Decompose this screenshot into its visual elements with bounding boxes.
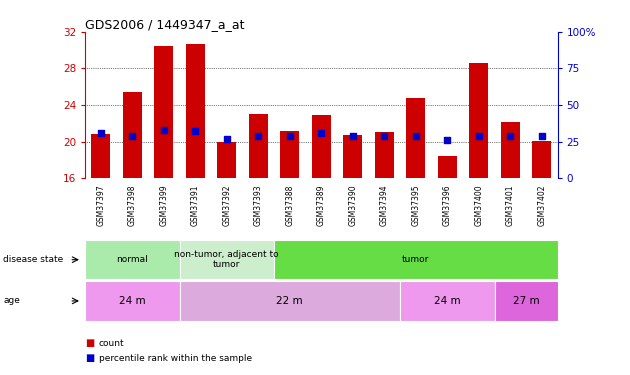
- Bar: [154, 46, 173, 178]
- Text: 27 m: 27 m: [513, 296, 539, 306]
- Text: GSM37390: GSM37390: [348, 184, 357, 226]
- Text: GSM37397: GSM37397: [96, 184, 105, 226]
- Text: 24 m: 24 m: [434, 296, 461, 306]
- Text: GSM37399: GSM37399: [159, 184, 168, 226]
- Text: GDS2006 / 1449347_a_at: GDS2006 / 1449347_a_at: [85, 18, 244, 31]
- Point: [379, 133, 389, 139]
- Text: non-tumor, adjacent to
tumor: non-tumor, adjacent to tumor: [175, 250, 279, 269]
- Bar: [312, 115, 331, 178]
- Bar: [91, 134, 110, 178]
- Bar: [532, 141, 551, 178]
- Bar: [180, 240, 274, 279]
- Text: ■: ■: [85, 338, 94, 348]
- Point: [96, 130, 106, 136]
- Point: [411, 133, 421, 139]
- Text: GSM37396: GSM37396: [443, 184, 452, 226]
- Bar: [186, 44, 205, 178]
- Bar: [180, 281, 400, 321]
- Bar: [217, 142, 236, 178]
- Bar: [343, 135, 362, 178]
- Bar: [400, 281, 495, 321]
- Text: GSM37398: GSM37398: [128, 184, 137, 226]
- Point: [285, 133, 295, 139]
- Point: [190, 128, 200, 134]
- Bar: [274, 240, 558, 279]
- Text: disease state: disease state: [3, 255, 64, 264]
- Bar: [85, 281, 180, 321]
- Point: [253, 133, 263, 139]
- Text: GSM37388: GSM37388: [285, 184, 294, 226]
- Point: [159, 127, 169, 133]
- Text: GSM37393: GSM37393: [254, 184, 263, 226]
- Text: ■: ■: [85, 353, 94, 363]
- Bar: [85, 240, 180, 279]
- Point: [127, 133, 137, 139]
- Text: 24 m: 24 m: [119, 296, 146, 306]
- Text: count: count: [99, 339, 125, 348]
- Bar: [280, 130, 299, 178]
- Text: GSM37395: GSM37395: [411, 184, 420, 226]
- Bar: [469, 63, 488, 178]
- Text: tumor: tumor: [402, 255, 430, 264]
- Text: GSM37401: GSM37401: [506, 184, 515, 226]
- Point: [474, 133, 484, 139]
- Point: [537, 133, 547, 139]
- Text: GSM37391: GSM37391: [191, 184, 200, 226]
- Bar: [406, 98, 425, 178]
- Bar: [123, 92, 142, 178]
- Point: [442, 137, 452, 143]
- Text: GSM37389: GSM37389: [317, 184, 326, 226]
- Bar: [495, 281, 558, 321]
- Point: [316, 130, 326, 136]
- Point: [222, 136, 232, 142]
- Bar: [438, 156, 457, 178]
- Bar: [249, 114, 268, 178]
- Point: [348, 133, 358, 139]
- Text: GSM37402: GSM37402: [537, 184, 546, 226]
- Text: GSM37394: GSM37394: [380, 184, 389, 226]
- Bar: [375, 132, 394, 178]
- Text: GSM37400: GSM37400: [474, 184, 483, 226]
- Text: normal: normal: [117, 255, 148, 264]
- Point: [505, 133, 515, 139]
- Text: age: age: [3, 296, 20, 305]
- Text: GSM37392: GSM37392: [222, 184, 231, 226]
- Text: percentile rank within the sample: percentile rank within the sample: [99, 354, 252, 363]
- Text: 22 m: 22 m: [277, 296, 303, 306]
- Bar: [501, 122, 520, 178]
